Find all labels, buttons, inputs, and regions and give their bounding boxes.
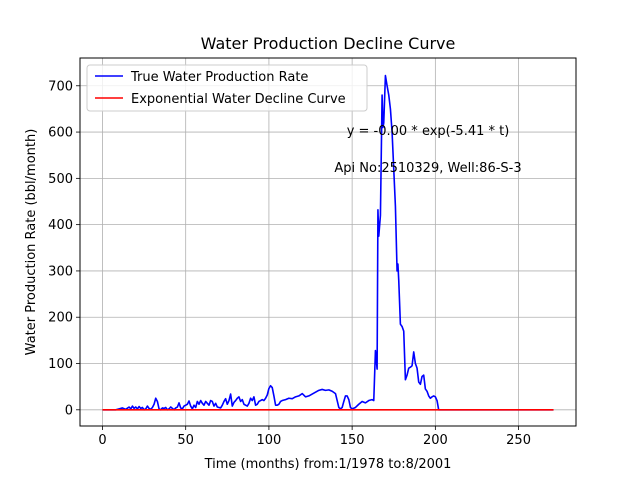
legend-label-exponential: Exponential Water Decline Curve bbox=[131, 92, 346, 107]
chart-title: Water Production Decline Curve bbox=[201, 34, 456, 53]
y-tick-label: 700 bbox=[48, 79, 73, 94]
y-axis-label: Water Production Rate (bbl/month) bbox=[24, 129, 39, 356]
x-tick-label: 50 bbox=[177, 433, 194, 448]
x-tick-label: 100 bbox=[256, 433, 281, 448]
x-tick-label: 200 bbox=[423, 433, 448, 448]
annotation-well: Api No:2510329, Well:86-S-3 bbox=[334, 161, 521, 176]
legend-box bbox=[86, 64, 368, 112]
x-tick-label: 250 bbox=[506, 433, 531, 448]
y-tick-label: 0 bbox=[65, 403, 73, 418]
legend: True Water Production Rate Exponential W… bbox=[86, 64, 368, 112]
plot-background bbox=[80, 58, 576, 426]
y-tick-label: 600 bbox=[48, 126, 73, 141]
y-tick-label: 300 bbox=[48, 264, 73, 279]
legend-label-true-rate: True Water Production Rate bbox=[130, 70, 308, 85]
y-tick-label: 100 bbox=[48, 357, 73, 372]
annotation-equation: y = -0.00 * exp(-5.41 * t) bbox=[347, 124, 510, 139]
y-tick-label: 400 bbox=[48, 218, 73, 233]
y-tick-label: 500 bbox=[48, 172, 73, 187]
x-axis-ticks: 0 50 100 150 200 250 bbox=[98, 426, 531, 448]
x-axis-label: Time (months) from:1/1978 to:8/2001 bbox=[204, 457, 452, 472]
series-layer bbox=[102, 74, 554, 411]
x-tick-label: 0 bbox=[98, 433, 106, 448]
plot-frame bbox=[79, 57, 577, 427]
x-tick-label: 150 bbox=[340, 433, 365, 448]
y-tick-label: 200 bbox=[48, 311, 73, 326]
y-axis-ticks: 0 100 200 300 400 500 600 700 bbox=[48, 79, 80, 418]
